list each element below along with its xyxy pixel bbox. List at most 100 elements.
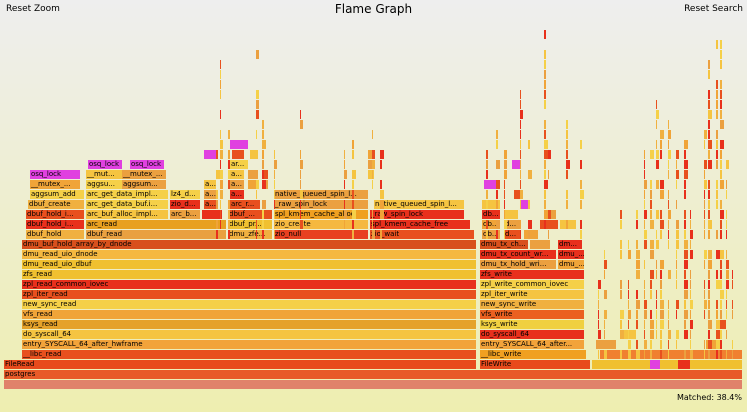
flame-frame[interactable]	[708, 340, 712, 349]
flame-frame[interactable]	[274, 230, 275, 239]
flame-frame[interactable]	[628, 280, 629, 289]
flame-frame[interactable]	[628, 350, 631, 359]
flame-frame[interactable]	[720, 210, 724, 219]
flame-frame[interactable]	[220, 130, 221, 139]
flame-frame[interactable]	[628, 240, 629, 249]
flame-frame[interactable]	[650, 250, 654, 259]
flame-frame[interactable]: FileRead	[4, 360, 476, 369]
flame-frame[interactable]	[504, 180, 505, 189]
flame-frame[interactable]	[496, 160, 500, 169]
flame-frame[interactable]: aggsum_add	[30, 190, 84, 199]
flame-frame[interactable]: dbuf_hold_i...	[26, 220, 84, 229]
flame-frame[interactable]	[274, 160, 277, 169]
flame-frame[interactable]	[604, 330, 605, 339]
flame-frame[interactable]	[368, 160, 374, 169]
flame-frame[interactable]	[232, 150, 244, 159]
flame-frame[interactable]	[220, 210, 221, 219]
flame-frame[interactable]: db...	[482, 220, 500, 229]
flame-frame[interactable]	[650, 280, 652, 289]
flame-frame[interactable]	[580, 200, 582, 209]
flame-frame[interactable]	[716, 270, 718, 279]
flame-frame[interactable]	[650, 320, 654, 329]
flame-frame[interactable]	[566, 170, 568, 179]
flame-frame[interactable]	[344, 170, 347, 179]
flame-frame[interactable]	[262, 220, 264, 229]
flame-frame[interactable]: dmu_tx_hold_wri...	[480, 260, 556, 269]
flame-frame[interactable]	[708, 130, 710, 139]
flame-frame[interactable]: dbuf_pr...	[228, 220, 272, 229]
flame-frame[interactable]	[368, 150, 374, 159]
flame-frame[interactable]	[496, 180, 500, 189]
flame-frame[interactable]	[690, 230, 693, 239]
flame-frame[interactable]	[690, 320, 693, 329]
flame-frame[interactable]	[708, 70, 710, 79]
flame-frame[interactable]	[708, 230, 710, 239]
flame-frame[interactable]	[566, 190, 568, 199]
flame-frame[interactable]	[540, 220, 558, 229]
flame-frame[interactable]	[684, 350, 686, 359]
flame-frame[interactable]	[718, 320, 726, 329]
flame-frame[interactable]	[504, 210, 505, 219]
flame-frame[interactable]	[644, 320, 645, 329]
flame-frame[interactable]	[636, 240, 638, 249]
flame-frame[interactable]	[300, 180, 301, 189]
flame-frame[interactable]	[604, 270, 605, 279]
flame-frame[interactable]	[716, 130, 718, 139]
flame-frame[interactable]	[656, 210, 659, 219]
flame-frame[interactable]: new_sync_write	[480, 300, 584, 309]
flame-frame[interactable]	[668, 210, 671, 219]
flame-frame[interactable]	[656, 180, 659, 189]
flame-frame[interactable]	[732, 350, 733, 359]
flame-frame[interactable]	[732, 310, 733, 319]
flame-frame[interactable]: arc_get_data_impl...	[86, 190, 168, 199]
flame-frame[interactable]: __mut...	[86, 170, 122, 179]
flame-frame[interactable]	[216, 220, 218, 229]
flame-frame[interactable]	[566, 150, 568, 159]
flame-frame[interactable]	[660, 300, 664, 309]
flame-frame[interactable]	[372, 220, 373, 229]
flame-frame[interactable]	[636, 250, 640, 259]
flame-frame[interactable]	[262, 170, 264, 179]
flame-frame[interactable]	[668, 230, 669, 239]
flame-frame[interactable]	[620, 310, 624, 319]
flame-frame[interactable]	[716, 330, 720, 339]
flame-frame[interactable]	[228, 150, 230, 159]
flame-frame[interactable]	[668, 310, 669, 319]
flame-frame[interactable]	[660, 330, 662, 339]
flame-frame[interactable]	[598, 320, 599, 329]
flame-frame[interactable]	[704, 280, 705, 289]
flame-frame[interactable]	[716, 90, 718, 99]
flame-frame[interactable]	[668, 240, 669, 249]
flame-frame[interactable]: vfs_write	[480, 310, 584, 319]
flame-frame[interactable]	[566, 140, 568, 149]
flame-frame[interactable]	[544, 130, 546, 139]
flame-frame[interactable]: dmu_tx_ch...	[480, 240, 528, 249]
flame-frame[interactable]	[716, 350, 718, 359]
flame-frame[interactable]	[248, 170, 258, 179]
flame-frame[interactable]	[520, 220, 521, 229]
flame-frame[interactable]	[668, 160, 669, 169]
flame-frame[interactable]	[660, 190, 664, 199]
flame-frame[interactable]	[544, 170, 546, 179]
flame-frame[interactable]	[228, 200, 230, 209]
flame-frame[interactable]	[676, 170, 679, 179]
flame-frame[interactable]	[486, 200, 488, 209]
flame-frame[interactable]	[656, 290, 657, 299]
flame-frame[interactable]	[228, 180, 230, 189]
flame-frame[interactable]	[300, 170, 301, 179]
flame-frame[interactable]: aggsum...	[122, 180, 166, 189]
flame-frame[interactable]	[248, 180, 258, 189]
flame-frame[interactable]	[380, 150, 384, 159]
flame-frame[interactable]: zpl_write_common_iovec	[480, 280, 584, 289]
flame-frame[interactable]	[548, 170, 549, 179]
flame-frame[interactable]	[690, 330, 691, 339]
flame-frame[interactable]	[566, 160, 570, 169]
flame-frame[interactable]	[620, 240, 622, 249]
flame-frame[interactable]	[668, 350, 669, 359]
flame-frame[interactable]: ar...	[230, 160, 248, 169]
flame-frame[interactable]	[676, 220, 679, 229]
flame-frame[interactable]	[380, 160, 382, 169]
flame-frame[interactable]	[656, 310, 657, 319]
flame-frame[interactable]	[716, 80, 718, 89]
flame-frame[interactable]	[650, 180, 652, 189]
